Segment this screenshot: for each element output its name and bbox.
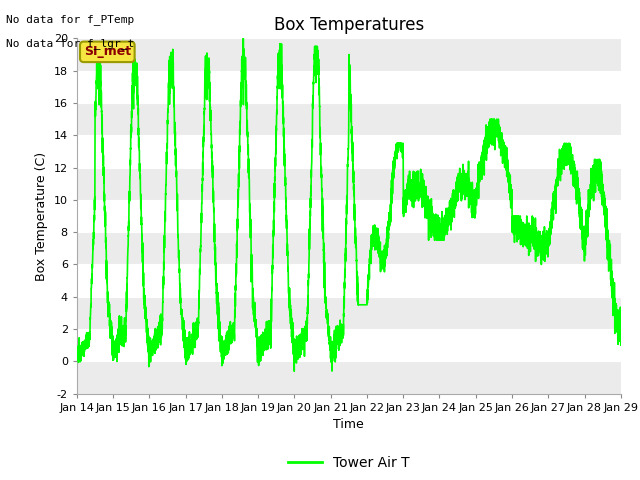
Text: No data for f_PTemp: No data for f_PTemp [6,14,134,25]
Title: Box Temperatures: Box Temperatures [274,16,424,34]
Bar [77,200,621,232]
Bar [77,264,621,297]
Bar [77,103,621,135]
Bar [77,329,621,361]
Bar [77,135,621,168]
Bar [77,38,621,71]
Bar [77,361,621,394]
Y-axis label: Box Temperature (C): Box Temperature (C) [35,151,48,281]
Legend: Tower Air T: Tower Air T [282,450,415,476]
Bar [77,71,621,103]
Text: SI_met: SI_met [84,45,131,59]
Bar [77,232,621,264]
Bar [77,168,621,200]
Bar [77,297,621,329]
X-axis label: Time: Time [333,418,364,431]
Text: No data for f_lgr_t: No data for f_lgr_t [6,38,134,49]
